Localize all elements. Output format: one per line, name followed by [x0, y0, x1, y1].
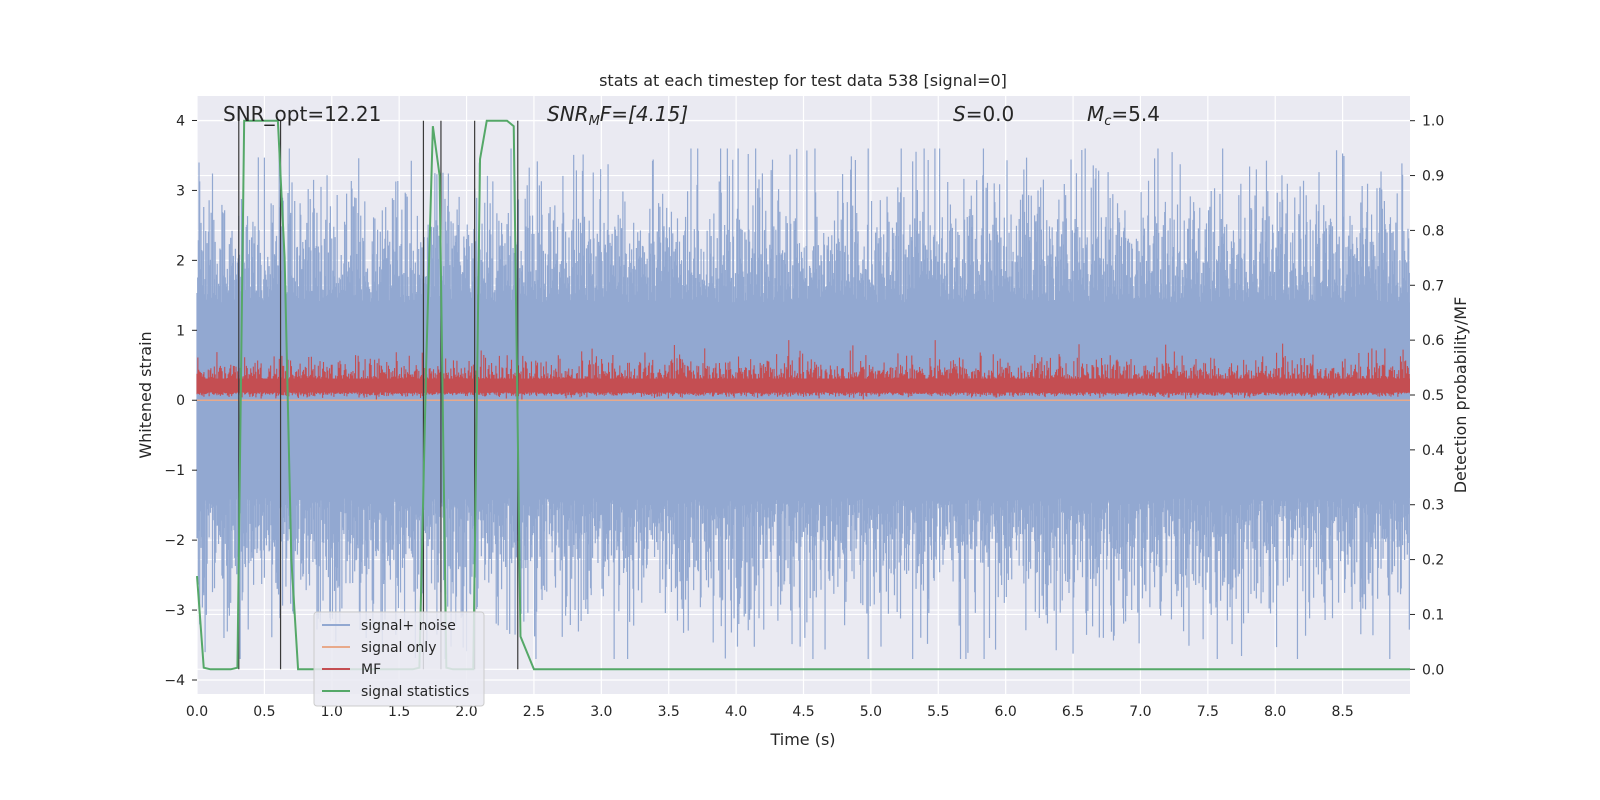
y-tick-label: −4 — [164, 673, 185, 689]
annotation-mc: Mc=5.4 — [1087, 102, 1160, 129]
y-right-tick-label: 0.9 — [1422, 169, 1444, 185]
y-right-tick-label: 0.1 — [1422, 607, 1444, 623]
tick-layer: 0.0 0.5 1.0 1.5 2.0 2.5 3.0 3.5 4.0 4.5 5.0 5.5 6.0 6… — [164, 113, 1444, 720]
annotation-snr-opt: SNR_opt=12.21 — [223, 102, 381, 126]
x-tick-label: 6.5 — [1062, 704, 1084, 720]
y-right-tick-label: 0.2 — [1422, 553, 1444, 569]
annotation-mc-sub: c — [1104, 114, 1111, 129]
y-tick-label: 4 — [176, 113, 185, 129]
x-tick-label: 2.0 — [455, 704, 477, 720]
annotation-s-rest: =0.0 — [966, 102, 1015, 126]
y-right-tick-label: 1.0 — [1422, 114, 1444, 130]
x-tick-label: 6.0 — [995, 704, 1017, 720]
legend-box — [313, 611, 485, 707]
annotation-s-var: S — [953, 102, 966, 126]
y-tick-label: −3 — [164, 603, 185, 619]
annotation-snr-mf: SNRMF=[4.15] — [547, 102, 688, 129]
legend-label-signal-only: signal only — [361, 640, 436, 656]
y-tick-label: −2 — [164, 533, 185, 549]
x-tick-label: 7.0 — [1129, 704, 1151, 720]
y-right-tick-label: 0.4 — [1422, 443, 1444, 459]
x-tick-label: 0.0 — [186, 704, 208, 720]
legend: signal+ noise signal only MF signal stat… — [313, 611, 485, 707]
x-tick-label: 4.0 — [725, 704, 747, 720]
y-right-tick-label: 0.5 — [1422, 388, 1444, 404]
annotation-snr-mf-sub: M — [589, 114, 600, 129]
y-axis-label: Whitened strain — [136, 331, 155, 458]
annotation-s: S=0.0 — [953, 102, 1014, 126]
y-tick-label: 3 — [176, 183, 185, 199]
x-tick-label: 7.5 — [1197, 704, 1219, 720]
annotation-snr-mf-rest: F=[4.15] — [600, 102, 688, 126]
legend-label-signal-statistics: signal statistics — [361, 684, 469, 700]
y-axis-right-label: Detection probability/MF — [1451, 297, 1470, 494]
x-tick-label: 3.5 — [658, 704, 680, 720]
x-tick-label: 0.5 — [253, 704, 275, 720]
y-right-tick-label: 0.0 — [1422, 662, 1444, 678]
legend-label-signal-noise: signal+ noise — [361, 618, 456, 634]
legend-label-mf: MF — [361, 662, 381, 678]
x-tick-label: 8.5 — [1331, 704, 1353, 720]
x-tick-label: 2.5 — [523, 704, 545, 720]
y-right-tick-label: 0.3 — [1422, 498, 1444, 514]
y-right-tick-label: 0.7 — [1422, 278, 1444, 294]
y-tick-label: −1 — [164, 463, 185, 479]
mf-line — [196, 340, 1410, 400]
x-tick-label: 5.0 — [860, 704, 882, 720]
x-axis-label: Time (s) — [769, 730, 835, 749]
y-right-tick-label: 0.6 — [1422, 333, 1444, 349]
y-tick-label: 2 — [176, 253, 185, 269]
x-tick-label: 5.5 — [927, 704, 949, 720]
x-tick-label: 3.0 — [590, 704, 612, 720]
x-tick-label: 4.5 — [792, 704, 814, 720]
mf-series — [196, 340, 1410, 400]
annotation-mc-rest: =5.4 — [1111, 102, 1160, 126]
chart-title: stats at each timestep for test data 538… — [599, 71, 1007, 90]
x-tick-label: 1.0 — [321, 704, 343, 720]
annotation-snr-mf-main: SNR — [547, 102, 589, 126]
y-tick-label: 0 — [176, 393, 185, 409]
x-tick-label: 1.5 — [388, 704, 410, 720]
y-right-tick-label: 0.8 — [1422, 223, 1444, 239]
x-tick-label: 8.0 — [1264, 704, 1286, 720]
annotation-mc-main: M — [1087, 102, 1104, 126]
y-tick-label: 1 — [176, 323, 185, 339]
